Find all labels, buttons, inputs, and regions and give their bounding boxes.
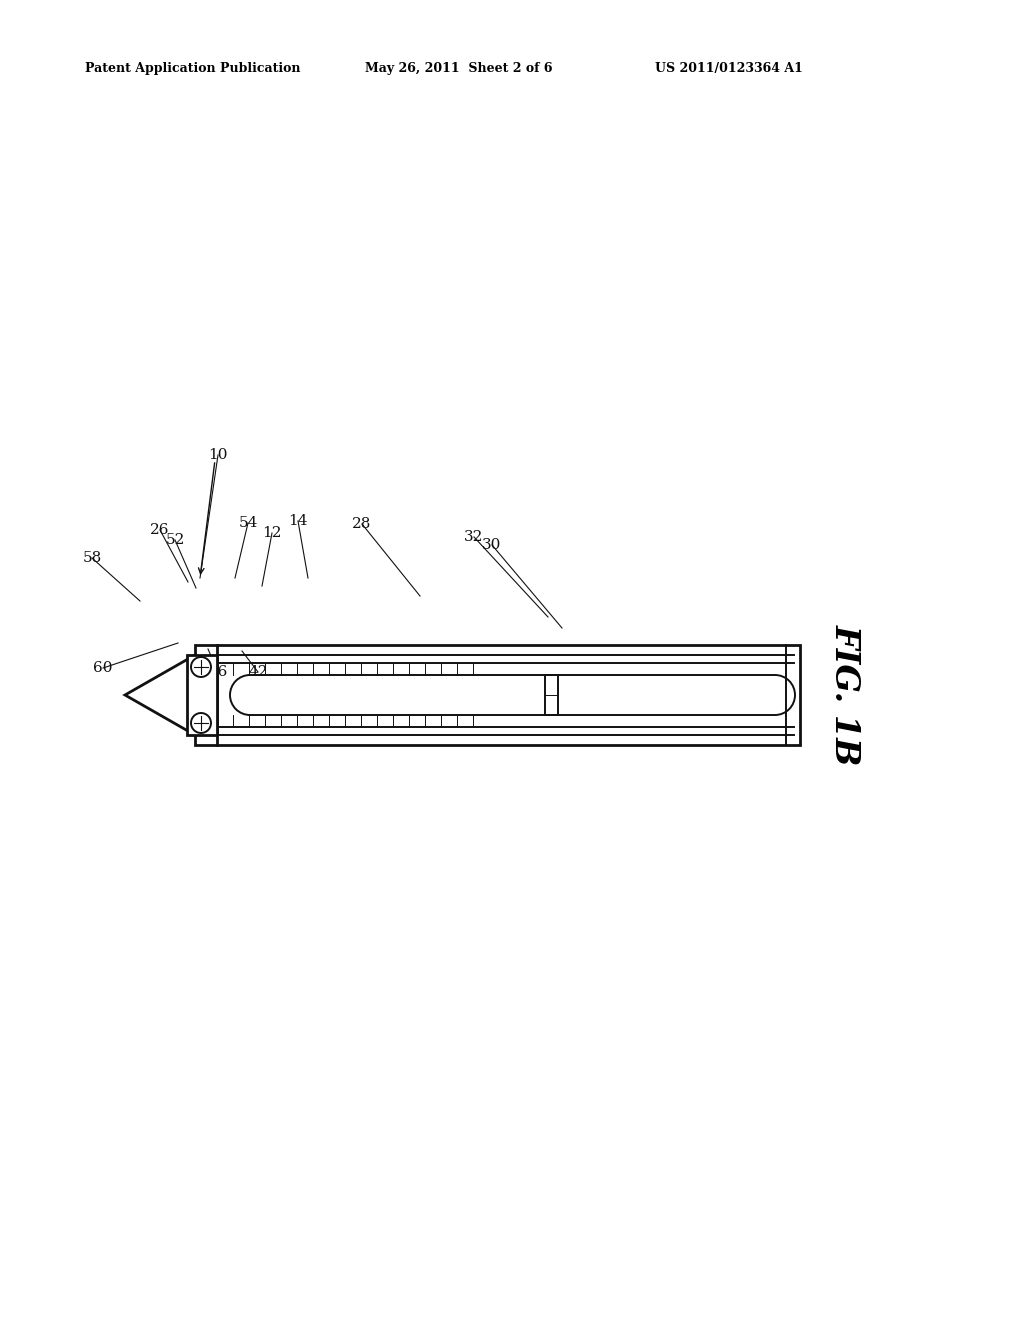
Text: FIG. 1B: FIG. 1B — [828, 624, 861, 766]
Text: 42: 42 — [248, 665, 267, 678]
Text: 28: 28 — [352, 517, 372, 531]
Text: 60: 60 — [93, 661, 113, 675]
Text: 26: 26 — [151, 523, 170, 537]
Text: 52: 52 — [165, 533, 184, 546]
Text: US 2011/0123364 A1: US 2011/0123364 A1 — [655, 62, 803, 75]
Text: 58: 58 — [82, 550, 101, 565]
Text: 10: 10 — [208, 447, 227, 462]
Circle shape — [191, 713, 211, 733]
Text: 54: 54 — [239, 516, 258, 531]
Text: 32: 32 — [464, 531, 483, 544]
Text: 56: 56 — [208, 665, 227, 678]
Text: 14: 14 — [288, 513, 308, 528]
Text: May 26, 2011  Sheet 2 of 6: May 26, 2011 Sheet 2 of 6 — [365, 62, 553, 75]
Text: 12: 12 — [262, 525, 282, 540]
Text: Patent Application Publication: Patent Application Publication — [85, 62, 300, 75]
Bar — [195, 645, 800, 744]
Text: 30: 30 — [482, 539, 502, 552]
Circle shape — [191, 657, 211, 677]
Bar — [187, 655, 217, 735]
